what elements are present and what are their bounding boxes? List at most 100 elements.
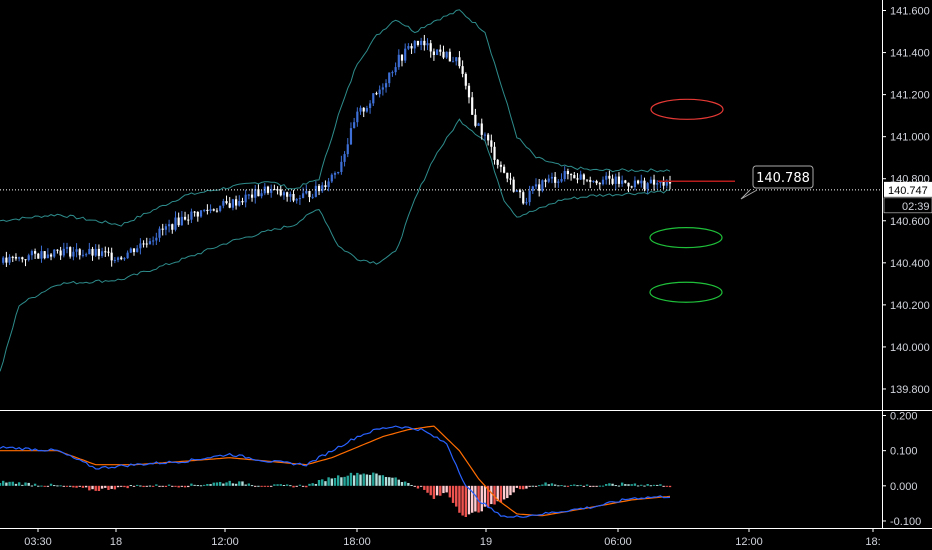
price-tick-label: 139.800 bbox=[890, 384, 930, 396]
macd-histogram-bar bbox=[509, 485, 512, 496]
macd-histogram-bar bbox=[292, 485, 295, 488]
macd-histogram-bar bbox=[21, 484, 24, 486]
candle-up bbox=[158, 228, 161, 238]
candle-down bbox=[91, 248, 94, 256]
time-tick-label: 06:00 bbox=[604, 536, 632, 548]
macd-histogram-bar bbox=[273, 484, 276, 486]
candle-down bbox=[611, 178, 614, 184]
macd-histogram-bar bbox=[579, 484, 582, 486]
macd-histogram-bar bbox=[541, 484, 544, 486]
red-target-ellipse bbox=[650, 98, 724, 120]
candle-down bbox=[107, 251, 110, 253]
candle-up bbox=[123, 258, 126, 260]
candle-down bbox=[544, 180, 547, 182]
macd-histogram-bar bbox=[174, 485, 177, 487]
candle-down bbox=[439, 49, 442, 52]
candle-up bbox=[541, 180, 544, 191]
macd-histogram-bar bbox=[627, 484, 630, 486]
candle-up bbox=[646, 183, 649, 190]
macd-histogram-bar bbox=[630, 484, 633, 486]
candle-up bbox=[579, 174, 582, 180]
macd-histogram-bar bbox=[180, 485, 184, 487]
candle-up bbox=[353, 122, 356, 129]
candle-up bbox=[282, 192, 286, 196]
macd-histogram-bar bbox=[633, 483, 637, 486]
macd-histogram-bar bbox=[241, 481, 244, 486]
candle-up bbox=[337, 171, 340, 174]
candle-down bbox=[171, 224, 174, 230]
candle-up bbox=[333, 173, 337, 175]
macd-histogram-bar bbox=[151, 485, 155, 487]
candle-up bbox=[260, 193, 263, 197]
macd-histogram-bar bbox=[311, 483, 314, 486]
candle-down bbox=[234, 199, 238, 206]
candle-down bbox=[187, 219, 190, 221]
macd-histogram-bar bbox=[435, 485, 439, 496]
candle-down bbox=[375, 93, 378, 95]
macd-histogram-bar bbox=[65, 485, 69, 487]
macd-histogram-bar bbox=[483, 485, 487, 507]
macd-tick-label: 0.100 bbox=[890, 446, 918, 458]
candle-up bbox=[605, 175, 608, 180]
time-tick-label: 19 bbox=[480, 536, 492, 548]
candle-up bbox=[129, 248, 132, 253]
candle-up bbox=[327, 181, 330, 187]
macd-histogram-bar bbox=[394, 477, 397, 486]
macd-histogram-bar bbox=[212, 482, 215, 486]
macd-histogram-bar bbox=[126, 485, 129, 489]
candle-up bbox=[560, 179, 563, 182]
time-tick-label: 03:30 bbox=[24, 536, 52, 548]
candle-down bbox=[228, 203, 231, 208]
macd-histogram-bar bbox=[419, 485, 423, 487]
candle-down bbox=[512, 179, 515, 192]
candle-down bbox=[458, 57, 461, 67]
candle-up bbox=[455, 57, 458, 62]
macd-pane[interactable] bbox=[0, 425, 672, 518]
callout-pointer bbox=[740, 189, 758, 200]
macd-histogram-bar bbox=[611, 483, 614, 486]
candle-down bbox=[566, 171, 570, 175]
candle-up bbox=[388, 72, 391, 84]
macd-histogram-bar bbox=[451, 485, 455, 503]
candle-up bbox=[167, 224, 171, 227]
candle-up bbox=[100, 251, 104, 256]
macd-histogram-bar bbox=[502, 485, 506, 500]
macd-histogram-bar bbox=[620, 482, 624, 486]
macd-histogram-bar bbox=[474, 485, 477, 512]
candle-up bbox=[311, 196, 314, 198]
candle-up bbox=[633, 180, 637, 188]
macd-histogram-bar bbox=[461, 485, 464, 516]
candle-down bbox=[24, 259, 27, 261]
candle-down bbox=[120, 257, 123, 260]
macd-histogram-bar bbox=[518, 485, 522, 490]
macd-line bbox=[0, 425, 671, 518]
macd-histogram-bar bbox=[30, 485, 34, 487]
time-tick-label: 18 bbox=[110, 536, 122, 548]
macd-histogram-bar bbox=[276, 484, 279, 486]
candle-up bbox=[477, 123, 480, 126]
macd-histogram-bar bbox=[231, 483, 235, 486]
candle-down bbox=[33, 251, 37, 254]
macd-histogram-bar bbox=[155, 484, 158, 486]
macd-histogram-bar bbox=[298, 484, 302, 486]
macd-histogram-bar bbox=[123, 485, 126, 488]
macd-histogram-bar bbox=[349, 472, 353, 486]
candle-down bbox=[538, 184, 541, 191]
candle-up bbox=[18, 257, 21, 259]
candle-down bbox=[490, 140, 493, 147]
macd-histogram-bar bbox=[161, 485, 164, 487]
macd-histogram-bar bbox=[301, 485, 305, 487]
candle-down bbox=[448, 51, 451, 62]
candle-down bbox=[429, 43, 432, 52]
macd-histogram-bar bbox=[327, 477, 330, 486]
candle-up bbox=[81, 254, 85, 256]
candle-up bbox=[27, 255, 30, 260]
macd-histogram-bar bbox=[228, 480, 231, 486]
candle-down bbox=[5, 257, 8, 263]
candle-down bbox=[317, 185, 321, 192]
candle-down bbox=[193, 211, 196, 213]
macd-histogram-bar bbox=[445, 485, 448, 493]
candle-down bbox=[636, 180, 640, 184]
candle-up bbox=[295, 199, 298, 201]
